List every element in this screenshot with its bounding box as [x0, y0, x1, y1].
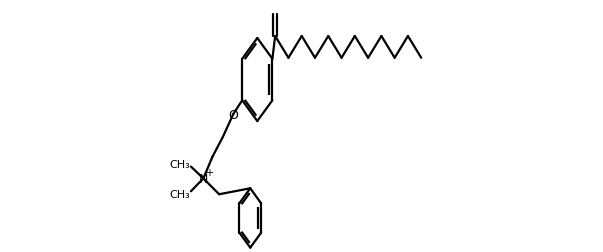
Text: CH₃: CH₃	[169, 160, 190, 169]
Text: N: N	[198, 172, 208, 185]
Text: CH₃: CH₃	[169, 189, 190, 199]
Text: O: O	[229, 108, 238, 121]
Text: +: +	[205, 168, 213, 177]
